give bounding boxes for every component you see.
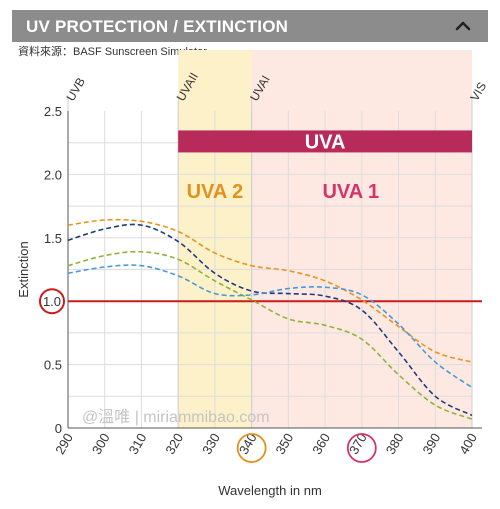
x-tick-label: 380	[383, 431, 407, 457]
y-tick-label: 2.0	[44, 167, 62, 182]
y-tick-label: 2.5	[44, 104, 62, 119]
watermark: @溫唯 | miriammibao.com	[82, 408, 270, 426]
x-axis-title: Wavelength in nm	[218, 483, 322, 498]
y-tick-label: 1.0	[43, 294, 61, 309]
panel-title: UV PROTECTION / EXTINCTION	[26, 17, 289, 36]
x-tick-label: 330	[199, 431, 223, 457]
series-line-3	[67, 250, 473, 420]
uva-bar	[178, 130, 472, 153]
source-name: BASF Sunscreen Simulator	[73, 46, 207, 58]
x-tick-label: 400	[456, 431, 480, 457]
x-tick-label: 350	[273, 431, 297, 457]
x-tick-highlight	[236, 433, 267, 463]
source-label: 資料來源：	[18, 46, 73, 58]
series-line-2	[67, 223, 473, 417]
y-tick-label: 0	[55, 421, 62, 436]
threshold-tick-highlight	[39, 288, 65, 315]
band-label-uvb: UVB	[63, 75, 87, 103]
x-tick-highlight	[346, 433, 377, 463]
y-tick-label: 0.5	[44, 358, 62, 373]
y-axis-title: Extinction	[16, 241, 31, 297]
uva1-label: UVA 1	[322, 181, 379, 203]
source-line: 資料來源：BASF Sunscreen Simulator	[18, 43, 207, 59]
series-line-1	[67, 218, 473, 363]
uva2-label: UVA 2	[187, 181, 244, 203]
y-tick-label: 1.5	[44, 231, 62, 246]
x-tick-label: 360	[309, 431, 333, 457]
uva-bar-label: UVA	[305, 131, 346, 153]
panel-header: UV PROTECTION / EXTINCTION	[12, 10, 488, 42]
x-tick-label: 390	[419, 431, 443, 457]
x-tick-label: 310	[126, 431, 150, 457]
chevron-up-icon[interactable]	[448, 11, 478, 41]
series-line-4	[67, 264, 473, 389]
x-tick-label: 320	[162, 431, 186, 457]
x-tick-label: 300	[89, 431, 113, 457]
